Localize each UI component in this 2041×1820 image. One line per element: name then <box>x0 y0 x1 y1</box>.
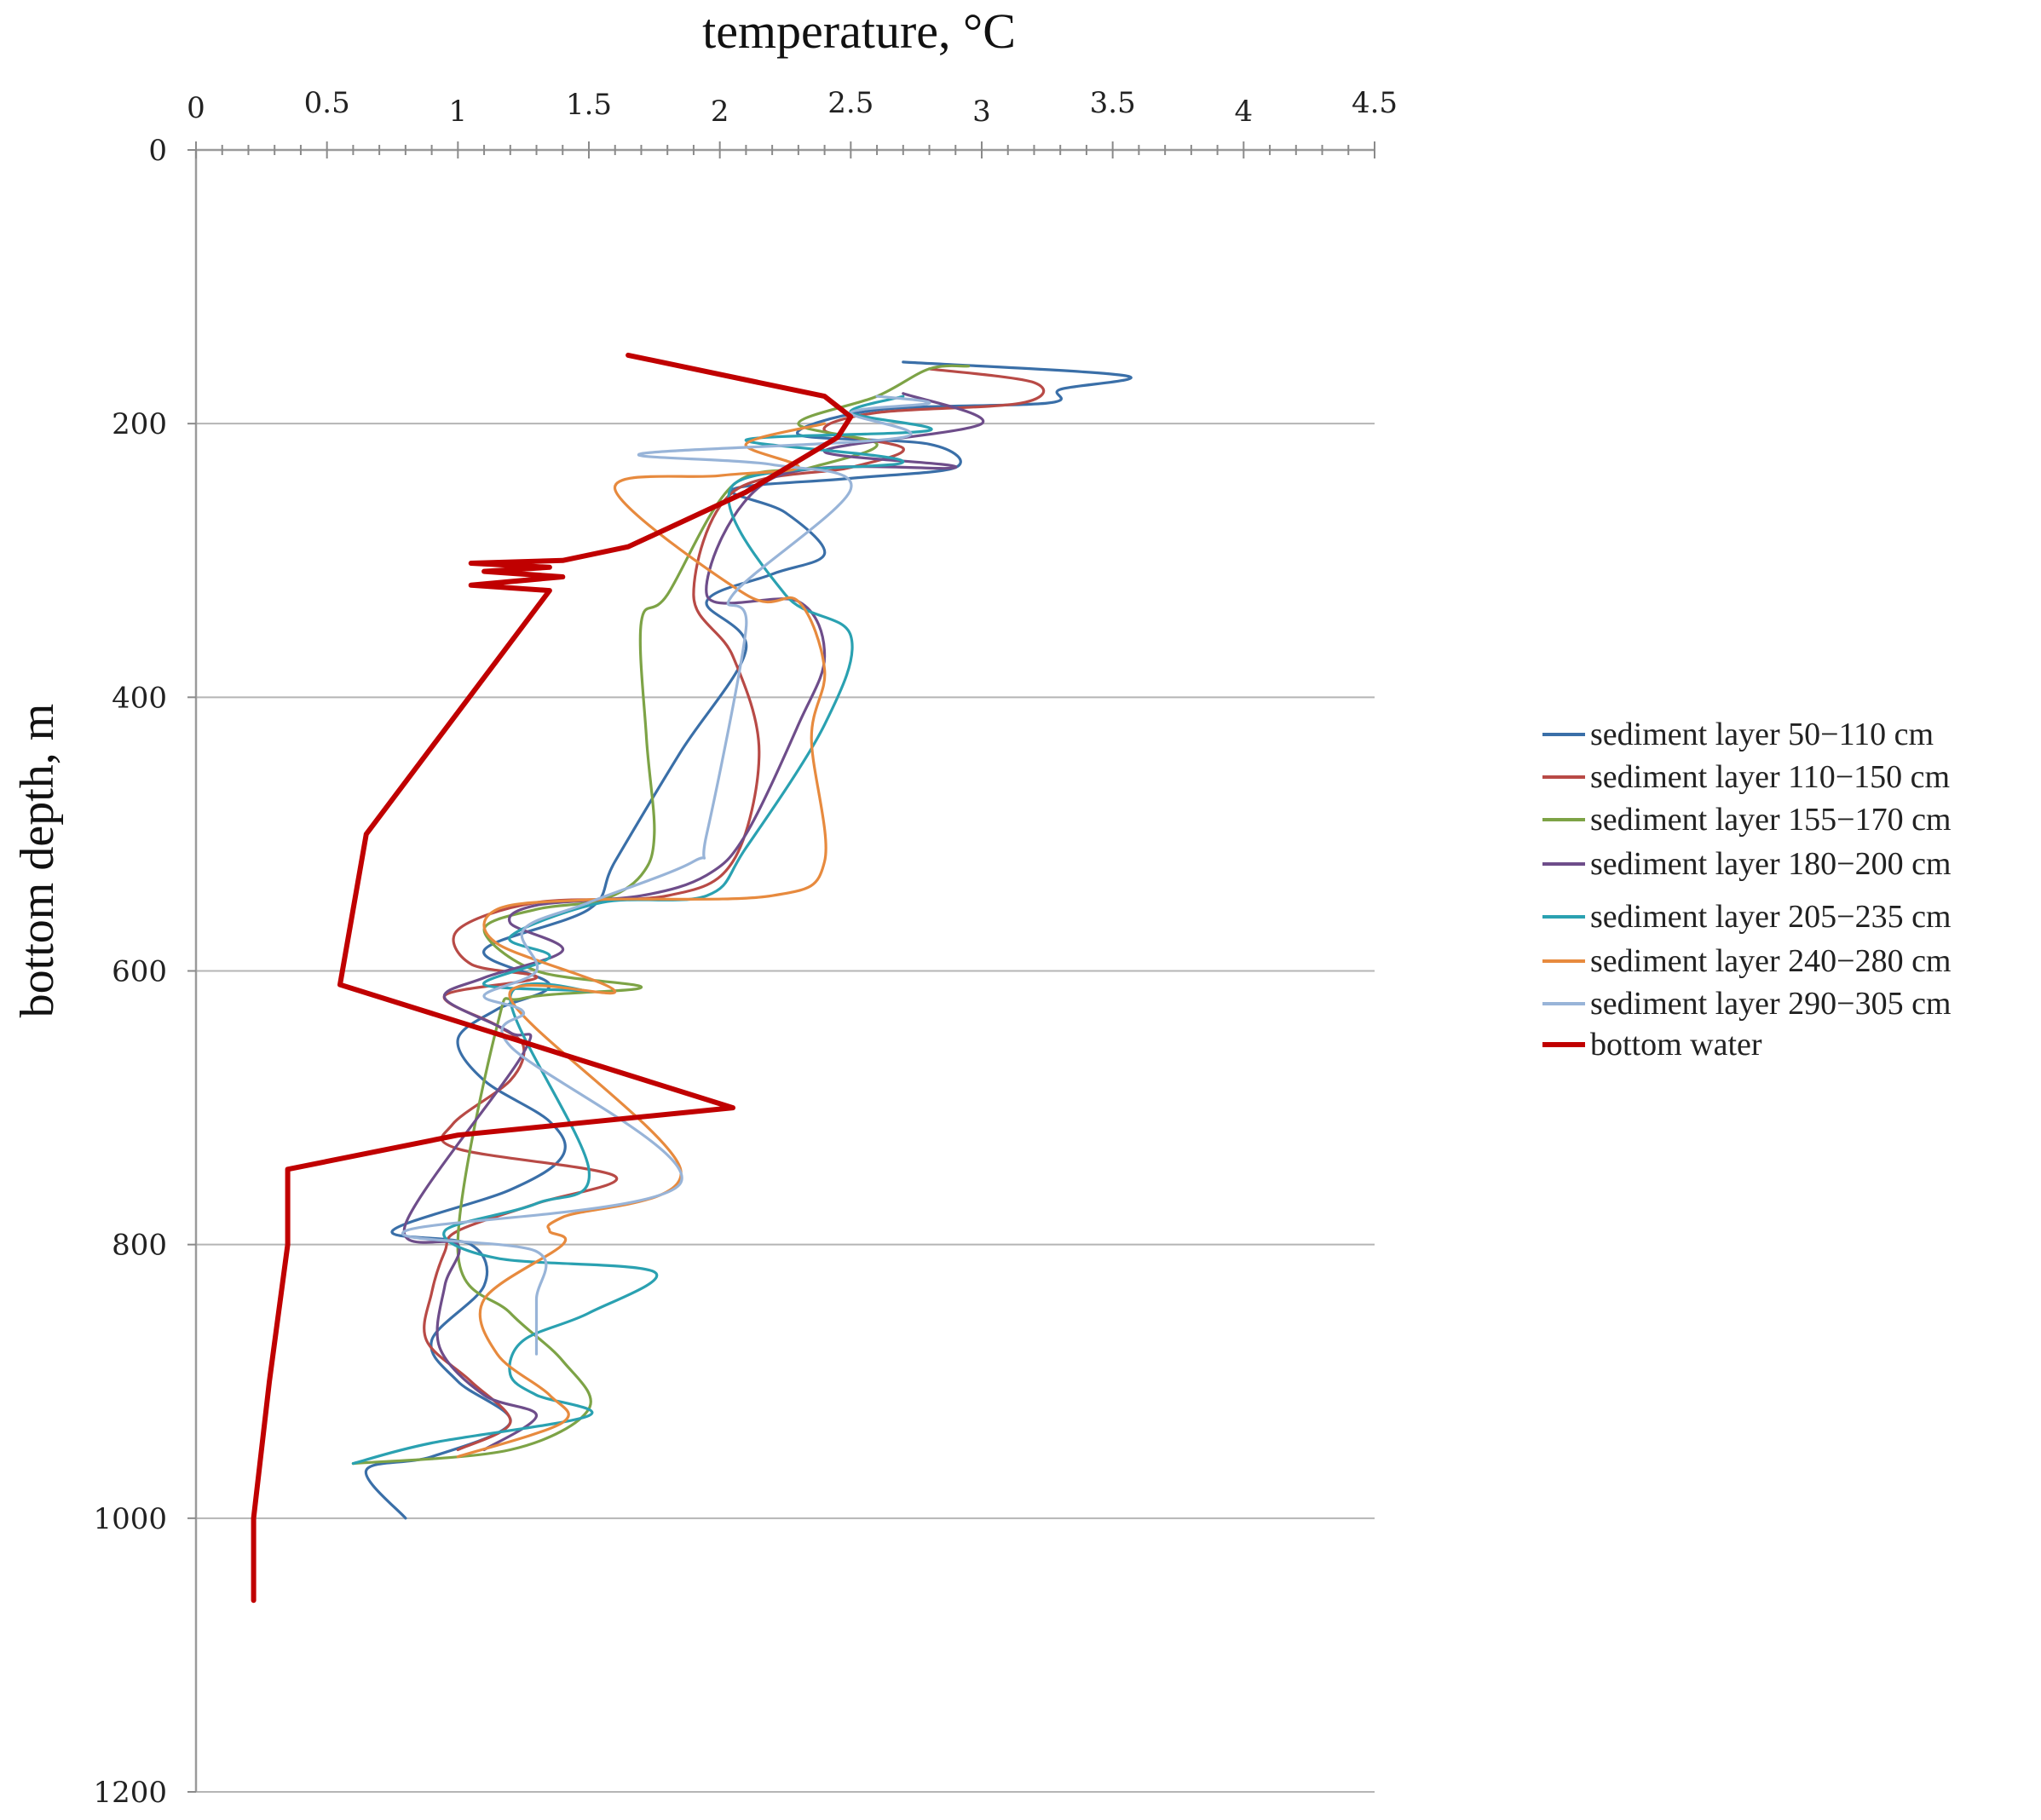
y-tick-label-600: 600 <box>112 955 167 989</box>
legend-label-1: sediment layer 50−110 cm <box>1590 717 1934 752</box>
y-tick-label-1200: 1200 <box>93 1776 167 1810</box>
x-tick-label-1: 1 <box>449 95 468 129</box>
x-axis-title: temperature, °C <box>702 3 1016 59</box>
y-tick-label-0: 0 <box>148 134 167 168</box>
x-tick-label-2.5: 2.5 <box>827 86 873 120</box>
legend-label-7: sediment layer 290−305 cm <box>1590 986 1952 1022</box>
legend-label-4: sediment layer 180−200 cm <box>1590 846 1952 882</box>
series-line-3 <box>351 364 971 1466</box>
legend-label-2: sediment layer 110−150 cm <box>1590 759 1950 795</box>
axes-layer: 0 0.5 1 1.5 2 2.5 3 3.5 4 4.5 0 200 400 600 800 1000 120… <box>93 86 1398 1810</box>
y-tick-label-1000: 1000 <box>93 1502 167 1536</box>
series-line-2 <box>423 367 1046 1452</box>
series-layer <box>251 352 1133 1604</box>
legend-label-5: sediment layer 205−235 cm <box>1590 899 1952 935</box>
y-tick-label-200: 200 <box>112 407 167 441</box>
legend-label-6: sediment layer 240−280 cm <box>1590 943 1952 979</box>
x-tick-label-0: 0 <box>187 91 205 125</box>
series-line-6 <box>456 422 827 1459</box>
legend-label-8: bottom water <box>1590 1027 1762 1063</box>
series-line-8 <box>251 352 854 1604</box>
x-tick-label-2: 2 <box>711 95 729 129</box>
x-tick-label-0.5: 0.5 <box>304 86 350 120</box>
x-tick-label-4.5: 4.5 <box>1352 86 1398 120</box>
y-tick-label-400: 400 <box>112 681 167 715</box>
series-line-7 <box>401 395 931 1356</box>
y-axis-title: bottom depth, m <box>11 704 64 1018</box>
x-tick-label-3.5: 3.5 <box>1090 86 1136 120</box>
grid-layer <box>196 423 1375 1793</box>
legend: sediment layer 50−110 cm sediment layer 1… <box>1542 717 1952 1063</box>
series-line-5 <box>351 395 933 1466</box>
series-line-1 <box>365 360 1133 1520</box>
legend-label-3: sediment layer 155−170 cm <box>1590 802 1952 838</box>
labels-layer: temperature, °C bottom depth, m <box>11 3 1016 1017</box>
x-tick-label-3: 3 <box>972 95 991 129</box>
y-tick-label-800: 800 <box>112 1229 167 1263</box>
x-tick-label-1.5: 1.5 <box>566 88 612 122</box>
x-tick-label-4: 4 <box>1235 95 1254 129</box>
